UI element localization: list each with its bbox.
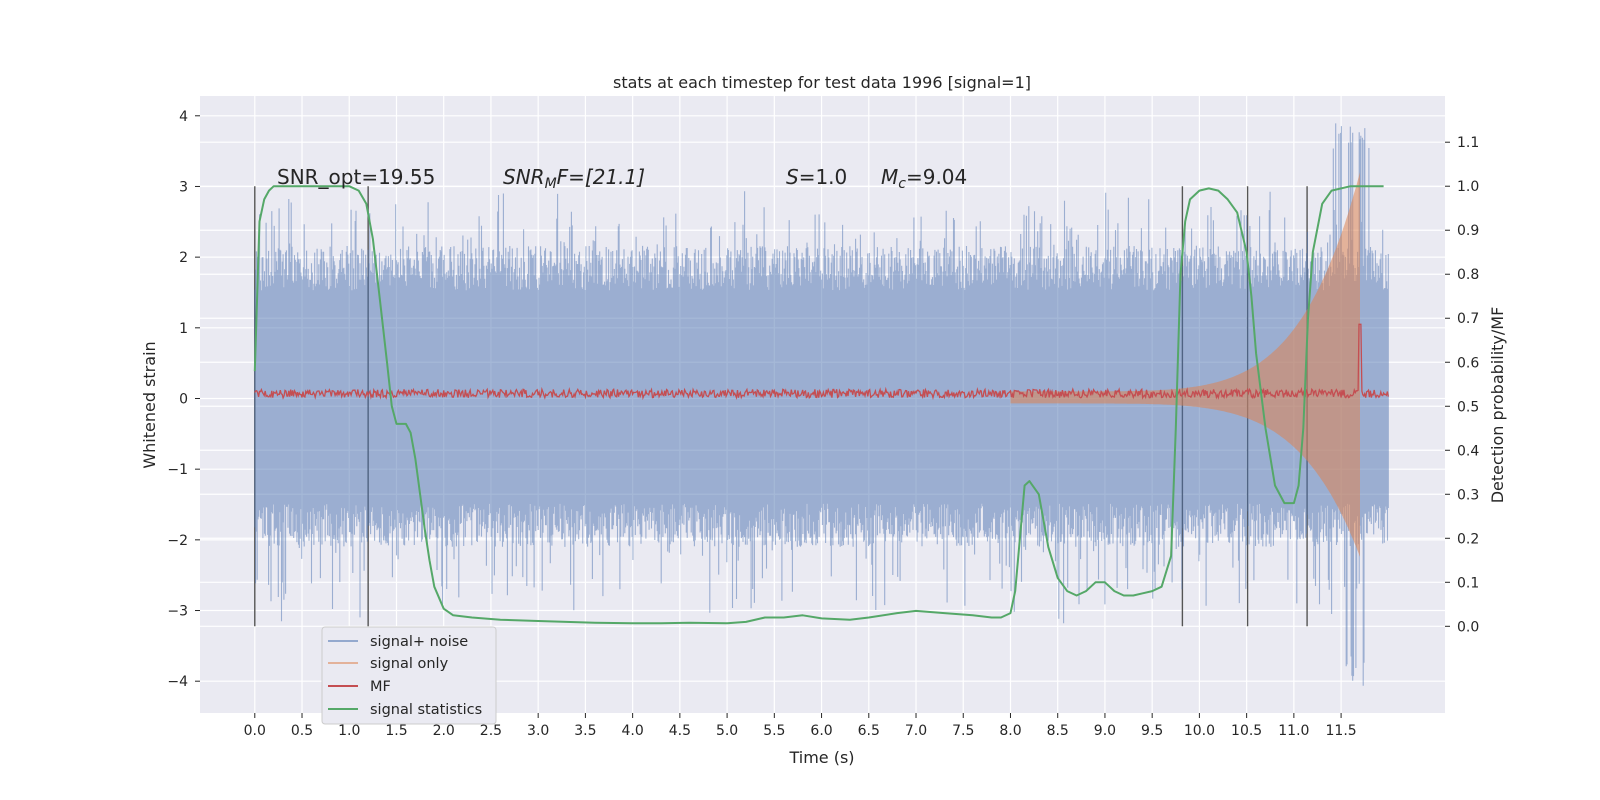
- y-axis-right-label: Detection probability/MF: [1488, 307, 1507, 504]
- y-left-tick-label: 4: [179, 109, 188, 125]
- y-left-tick-label: −2: [167, 533, 188, 549]
- y-right-tick-label: 0.0: [1457, 619, 1479, 635]
- x-axis-ticks: 0.0 0.5 1.0 1.5 2.0 2.5 3.0 3.5 4.0 4.5 5.0 5.5 6.0 6…: [244, 713, 1357, 739]
- x-tick-label: 2.5: [480, 723, 502, 739]
- y-right-tick-label: 0.7: [1457, 311, 1479, 327]
- snr-mf-sub: M: [545, 176, 557, 192]
- x-tick-label: 5.5: [763, 723, 785, 739]
- x-tick-label: 8.5: [1047, 723, 1069, 739]
- signal-statistics-line: [253, 185, 1384, 625]
- x-tick-label: 8.0: [999, 723, 1021, 739]
- snr-mf-prefix: SNR: [503, 165, 545, 189]
- y-right-tick-label: 0.4: [1457, 443, 1479, 459]
- x-tick-label: 10.0: [1184, 723, 1215, 739]
- y-left-tick-label: −1: [167, 462, 188, 478]
- y-left-tick-label: 1: [179, 321, 188, 337]
- mf-line: [254, 323, 1389, 401]
- y-axis-left-ticks: 4 3 2 1 0 −1 −2 −3 −4: [167, 109, 200, 690]
- x-tick-label: 3.0: [527, 723, 549, 739]
- x-tick-label: 5.0: [716, 723, 738, 739]
- legend-label-mf: MF: [370, 679, 391, 695]
- annotation-mc: Mc=9.04: [881, 165, 967, 192]
- x-tick-label: 11.0: [1278, 723, 1309, 739]
- x-tick-label: 1.5: [385, 723, 407, 739]
- y-right-tick-label: 0.5: [1457, 399, 1479, 415]
- snr-mf-suffix: F=[21.1]: [557, 165, 645, 189]
- y-right-tick-label: 0.8: [1457, 267, 1479, 283]
- s-symbol: S: [786, 165, 799, 189]
- x-tick-label: 9.5: [1141, 723, 1163, 739]
- y-left-tick-label: 2: [179, 250, 188, 266]
- x-tick-label: 0.5: [291, 723, 313, 739]
- legend: signal+ noise signal only MF signal stat…: [321, 626, 497, 725]
- y-right-tick-label: 1.0: [1457, 179, 1479, 195]
- y-axis-label: Whitened strain: [140, 341, 159, 468]
- s-value: =1.0: [799, 165, 848, 189]
- x-tick-label: 10.5: [1231, 723, 1262, 739]
- y-left-tick-label: 0: [179, 391, 188, 407]
- y-left-tick-label: 3: [179, 179, 188, 195]
- signal-statistics-series: [253, 185, 1384, 625]
- mc-symbol: M: [881, 165, 898, 189]
- legend-label-signal-only: signal only: [370, 656, 449, 672]
- y-right-tick-label: 0.3: [1457, 487, 1479, 503]
- legend-label-signal-statistics: signal statistics: [370, 702, 482, 718]
- x-tick-label: 4.0: [621, 723, 643, 739]
- y-right-tick-label: 0.6: [1457, 355, 1479, 371]
- annotation-s: S=1.0: [786, 165, 847, 189]
- y-axis-right-ticks: 1.1 1.0 0.9 0.8 0.7 0.6 0.5 0.4 0.3 0.2 0.1 0.0: [1445, 135, 1479, 635]
- x-axis-label: Time (s): [788, 748, 854, 767]
- legend-box: [321, 626, 497, 725]
- x-tick-label: 3.5: [574, 723, 596, 739]
- signal-only-series: [1010, 172, 1360, 557]
- x-tick-label: 7.5: [952, 723, 974, 739]
- y-right-tick-label: 0.1: [1457, 575, 1479, 591]
- annotation-snr-mf: SNRMF=[21.1]: [503, 165, 645, 192]
- mf-series: [254, 323, 1389, 401]
- x-tick-label: 11.5: [1326, 723, 1357, 739]
- y-right-tick-label: 1.1: [1457, 135, 1479, 151]
- y-right-tick-label: 0.2: [1457, 531, 1479, 547]
- x-tick-label: 9.0: [1094, 723, 1116, 739]
- x-tick-label: 2.0: [433, 723, 455, 739]
- y-right-tick-label: 0.9: [1457, 223, 1479, 239]
- x-tick-label: 7.0: [905, 723, 927, 739]
- x-tick-label: 4.5: [669, 723, 691, 739]
- x-tick-label: 6.5: [858, 723, 880, 739]
- annotation-snr-opt: SNR_opt=19.55: [277, 165, 435, 189]
- chart-title: stats at each timestep for test data 199…: [613, 73, 1031, 92]
- y-left-tick-label: −3: [167, 604, 188, 620]
- legend-label-signal-noise: signal+ noise: [370, 634, 468, 650]
- x-tick-label: 6.0: [810, 723, 832, 739]
- mc-sub: c: [898, 176, 906, 192]
- y-left-tick-label: −4: [167, 674, 188, 690]
- mc-value: =9.04: [906, 165, 967, 189]
- x-tick-label: 0.0: [244, 723, 266, 739]
- x-tick-label: 1.0: [338, 723, 360, 739]
- signal-only-envelope: [1010, 172, 1360, 557]
